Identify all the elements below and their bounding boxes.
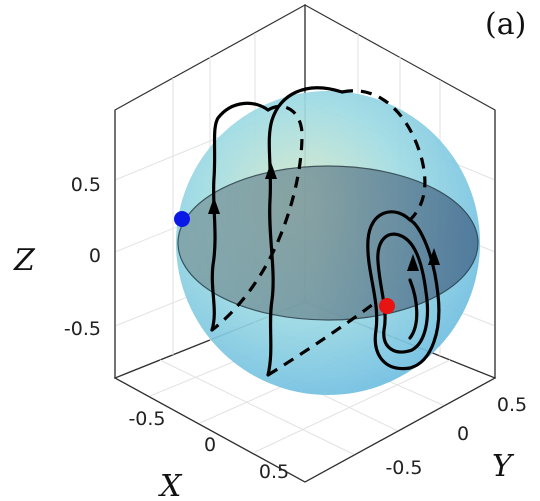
trajectory-lobe-left — [210, 101, 270, 332]
z-tick-1: 0 — [89, 245, 101, 267]
trajectory-visible — [210, 86, 441, 377]
y-tick-1: 0 — [457, 423, 469, 445]
equator-disk — [177, 165, 479, 321]
red-point — [379, 298, 395, 314]
arrow-middle-lobe — [265, 162, 277, 179]
z-tick-2: -0.5 — [64, 318, 101, 340]
trajectory-hidden — [211, 89, 427, 377]
y-tick-0: -0.5 — [385, 457, 422, 479]
y-axis-label: Y — [492, 449, 515, 484]
x-tick-0: -0.5 — [128, 408, 165, 430]
x-tick-1: 0 — [204, 434, 216, 456]
trajectory-loop-inner — [376, 232, 430, 354]
x-axis: -0.5 0 0.5 X — [128, 408, 289, 501]
panel-label: (a) — [485, 7, 526, 42]
y-axis: 0.5 0 -0.5 Y — [385, 394, 527, 484]
y-tick-2: 0.5 — [497, 394, 527, 416]
trajectory-lobe-middle — [266, 86, 344, 377]
z-tick-0: 0.5 — [71, 174, 101, 196]
direction-arrows — [208, 162, 440, 271]
z-axis-label: Z — [13, 243, 36, 278]
arrow-loop-inner — [407, 254, 419, 271]
arrow-left-lobe — [208, 197, 220, 214]
hidden-path-3 — [267, 303, 373, 377]
trajectory-loop-core — [408, 278, 419, 340]
hidden-path-1 — [211, 104, 304, 332]
z-axis: 0.5 0 -0.5 Z — [13, 174, 101, 340]
x-tick-2: 0.5 — [259, 461, 289, 483]
trajectory-loop-outer — [366, 210, 441, 371]
x-axis-label: X — [158, 469, 183, 501]
axes-front-edges — [114, 110, 496, 483]
arrow-loop-outer — [428, 248, 440, 265]
hidden-path-2 — [341, 89, 427, 222]
blue-point — [174, 211, 190, 227]
